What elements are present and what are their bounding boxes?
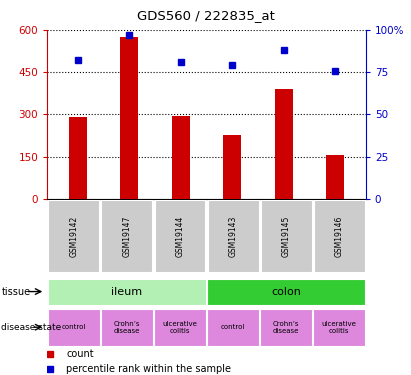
Text: Crohn’s
disease: Crohn’s disease [114, 321, 140, 334]
Text: ulcerative
colitis: ulcerative colitis [162, 321, 197, 334]
Bar [314, 200, 365, 272]
Text: GDS560 / 222835_at: GDS560 / 222835_at [136, 9, 275, 22]
Text: GSM19143: GSM19143 [229, 216, 238, 257]
Text: Crohn’s
disease: Crohn’s disease [273, 321, 299, 334]
Text: count: count [67, 349, 94, 359]
Text: colon: colon [271, 286, 301, 297]
Text: GSM19144: GSM19144 [175, 216, 185, 257]
Bar [326, 155, 344, 199]
Text: GSM19142: GSM19142 [69, 216, 79, 257]
Bar [208, 200, 259, 272]
Bar [48, 200, 99, 272]
Text: disease state: disease state [1, 322, 61, 332]
Bar [207, 309, 259, 346]
Bar [172, 116, 190, 199]
Bar [48, 279, 206, 304]
Text: GSM19145: GSM19145 [282, 216, 291, 257]
Bar [101, 309, 153, 346]
Bar [102, 200, 152, 272]
Text: GSM19146: GSM19146 [335, 216, 344, 257]
Text: tissue: tissue [2, 286, 31, 297]
Bar [223, 135, 241, 199]
Bar [261, 200, 312, 272]
Bar [154, 309, 206, 346]
Text: control: control [62, 324, 86, 330]
Bar [313, 309, 365, 346]
Bar [155, 200, 206, 272]
Bar [48, 309, 100, 346]
Bar [69, 117, 87, 199]
Bar [260, 309, 312, 346]
Text: ileum: ileum [111, 286, 143, 297]
Text: percentile rank within the sample: percentile rank within the sample [67, 364, 231, 374]
Bar [207, 279, 365, 304]
Text: GSM19147: GSM19147 [122, 216, 132, 257]
Bar [275, 89, 293, 199]
Bar [120, 37, 139, 199]
Text: control: control [221, 324, 245, 330]
Text: ulcerative
colitis: ulcerative colitis [322, 321, 357, 334]
